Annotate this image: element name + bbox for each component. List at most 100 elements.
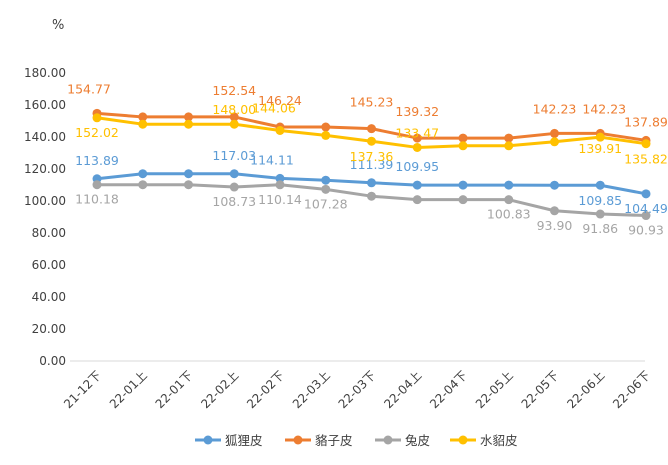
data-label: 139.32 bbox=[395, 104, 439, 119]
x-tick-label: 22-04上 bbox=[381, 368, 424, 411]
x-tick-label: 22-01上 bbox=[107, 368, 150, 411]
legend-label: 水貂皮 bbox=[480, 433, 518, 448]
data-point bbox=[229, 119, 239, 129]
data-label: 135.82 bbox=[624, 152, 668, 167]
data-point bbox=[412, 195, 422, 205]
y-tick-label: 160.00 bbox=[24, 98, 66, 112]
data-label: 152.02 bbox=[75, 125, 119, 140]
legend-marker bbox=[383, 435, 393, 445]
data-point bbox=[138, 119, 148, 129]
data-point bbox=[92, 113, 102, 123]
data-point bbox=[138, 169, 148, 179]
data-label: 117.03 bbox=[212, 148, 256, 163]
data-point bbox=[458, 195, 468, 205]
data-point bbox=[550, 180, 559, 190]
data-point bbox=[229, 182, 239, 192]
y-tick-label: 0.00 bbox=[39, 354, 66, 368]
data-label: 145.23 bbox=[350, 95, 394, 110]
data-point bbox=[184, 119, 193, 129]
x-tick-label: 22-06上 bbox=[564, 368, 607, 411]
data-point bbox=[321, 130, 331, 140]
data-label: 154.77 bbox=[67, 81, 111, 96]
x-tick-label: 22-02下 bbox=[244, 368, 287, 411]
y-tick-label: 20.00 bbox=[32, 322, 66, 336]
data-point bbox=[184, 180, 193, 190]
legend-label: 狐狸皮 bbox=[225, 433, 263, 448]
data-point bbox=[138, 180, 148, 190]
y-tick-label: 180.00 bbox=[24, 66, 66, 80]
x-tick-label: 21-12下 bbox=[61, 368, 104, 411]
data-point bbox=[504, 133, 514, 143]
data-point bbox=[504, 141, 514, 151]
y-tick-label: 80.00 bbox=[32, 226, 66, 240]
legend-label: 兔皮 bbox=[405, 433, 430, 448]
data-point bbox=[138, 112, 148, 122]
legend-label: 貉子皮 bbox=[315, 433, 353, 448]
series-points bbox=[92, 108, 651, 221]
data-point bbox=[275, 180, 285, 190]
data-label: 90.93 bbox=[628, 223, 664, 238]
data-label: 148.00 bbox=[212, 102, 256, 117]
data-label: 109.95 bbox=[395, 159, 439, 174]
data-label: 93.90 bbox=[537, 218, 573, 233]
data-label: 113.89 bbox=[75, 153, 119, 168]
x-axis-ticks: 21-12下 22-01上 22-01下 22-02上 22-02下 22-03上 22-0… bbox=[61, 368, 653, 411]
legend-marker bbox=[203, 435, 213, 445]
data-point bbox=[641, 211, 651, 221]
data-label: 142.23 bbox=[582, 101, 626, 116]
data-label: 104.49 bbox=[624, 201, 668, 216]
x-tick-label: 22-06下 bbox=[610, 368, 653, 411]
data-point bbox=[550, 128, 559, 138]
legend: 狐狸皮 貉子皮 兔皮 水貂皮 bbox=[195, 433, 518, 448]
data-point bbox=[321, 184, 331, 194]
data-label: 111.39 bbox=[350, 157, 394, 172]
data-label: 107.28 bbox=[304, 196, 348, 211]
data-point bbox=[412, 133, 422, 143]
y-axis-ticks: 0.00 20.00 40.00 60.00 80.00 100.00 120.00 140.… bbox=[24, 66, 66, 368]
data-point bbox=[595, 132, 605, 142]
data-label: 152.54 bbox=[212, 83, 256, 98]
data-point bbox=[504, 180, 514, 190]
data-point bbox=[367, 136, 376, 146]
data-point bbox=[504, 195, 514, 205]
data-label: 137.89 bbox=[624, 114, 668, 129]
data-point bbox=[550, 206, 559, 216]
data-label: 108.73 bbox=[212, 194, 256, 209]
y-tick-label: 120.00 bbox=[24, 162, 66, 176]
legend-marker bbox=[293, 435, 303, 445]
data-point bbox=[595, 209, 605, 219]
data-label: 133.47 bbox=[395, 125, 439, 140]
x-tick-label: 22-03下 bbox=[336, 368, 379, 411]
data-point bbox=[595, 180, 605, 190]
legend-marker bbox=[458, 435, 468, 445]
x-tick-label: 22-04下 bbox=[427, 368, 470, 411]
data-point bbox=[321, 122, 331, 132]
data-label: 139.91 bbox=[578, 141, 622, 156]
data-label: 109.85 bbox=[578, 193, 622, 208]
data-point bbox=[550, 137, 559, 147]
data-label: 100.83 bbox=[487, 207, 531, 222]
x-tick-label: 22-01下 bbox=[153, 368, 196, 411]
data-point bbox=[641, 139, 651, 149]
y-tick-label: 140.00 bbox=[24, 130, 66, 144]
data-point bbox=[641, 189, 651, 199]
x-tick-label: 22-05上 bbox=[473, 368, 516, 411]
data-point bbox=[412, 180, 422, 190]
data-point bbox=[229, 112, 239, 122]
data-point bbox=[367, 191, 376, 201]
y-axis-unit-label: % bbox=[52, 18, 64, 33]
data-label: 114.11 bbox=[250, 152, 294, 167]
data-point bbox=[184, 169, 193, 179]
data-label: 144.06 bbox=[252, 101, 296, 116]
x-tick-label: 22-02上 bbox=[198, 368, 241, 411]
data-point bbox=[367, 124, 376, 134]
data-label: 110.18 bbox=[75, 192, 119, 207]
data-point bbox=[184, 112, 193, 122]
data-point bbox=[367, 178, 376, 188]
data-label: 91.86 bbox=[582, 221, 618, 236]
data-label: 146.24 bbox=[258, 93, 302, 108]
data-point bbox=[275, 173, 285, 183]
data-point bbox=[412, 142, 422, 152]
x-tick-label: 22-05下 bbox=[519, 368, 562, 411]
